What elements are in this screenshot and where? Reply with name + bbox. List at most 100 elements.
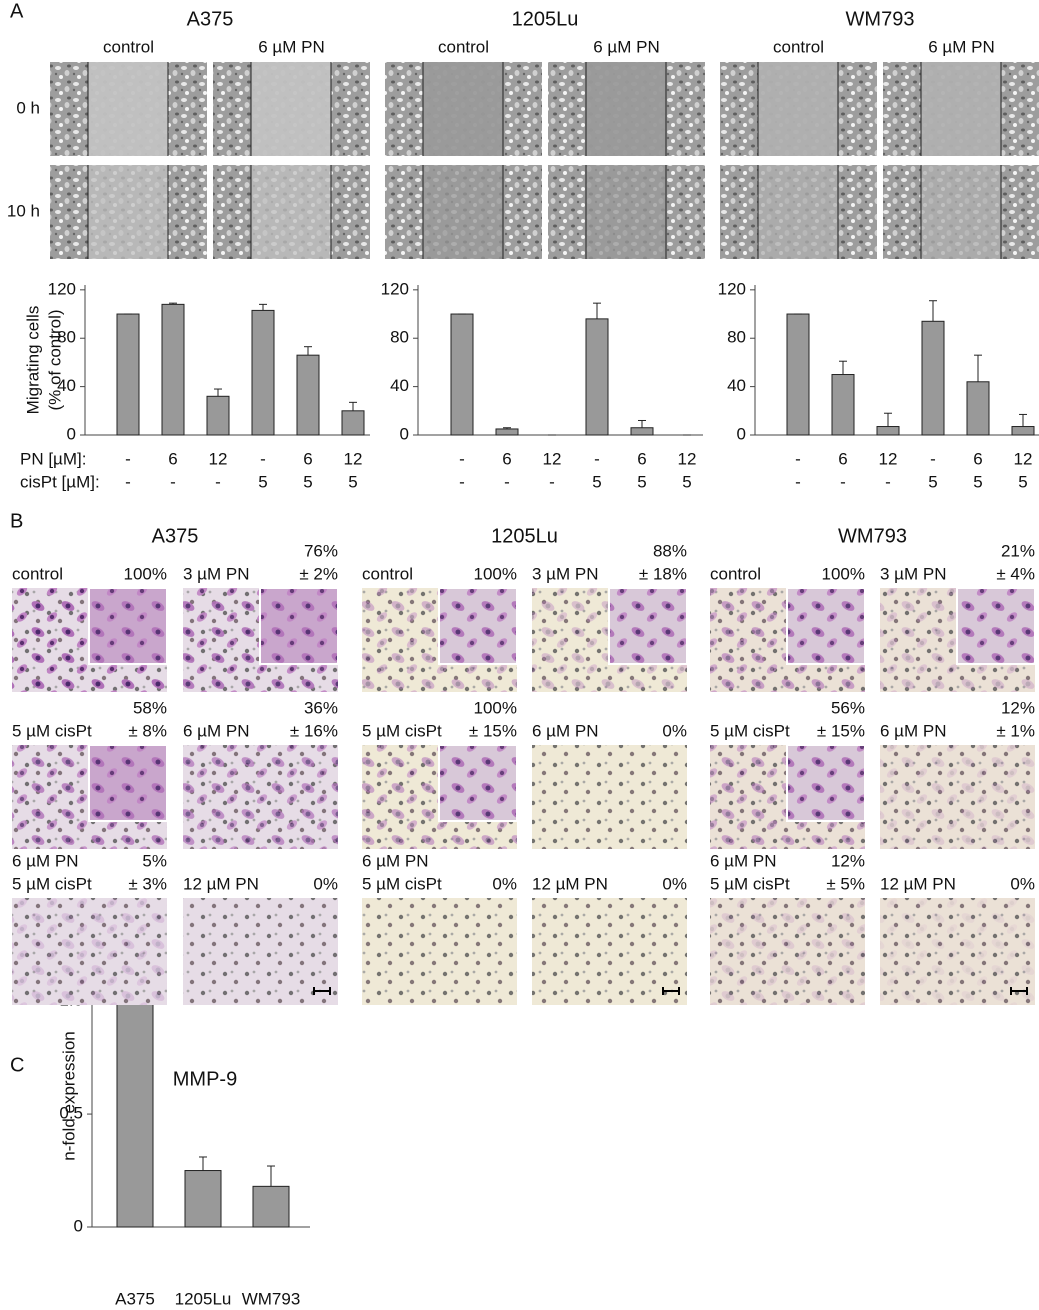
wound-gap: [758, 165, 838, 259]
inset-cells: [440, 746, 516, 820]
percent-label: 0%: [662, 874, 687, 893]
bar: [341, 410, 365, 436]
bar: [161, 303, 185, 436]
x-tick-label: -: [215, 472, 221, 491]
percent-label: 0%: [662, 721, 687, 740]
pores: [532, 745, 687, 849]
x-tick-label: 12: [209, 449, 228, 468]
condition-label: control: [438, 37, 489, 56]
error-bar: [638, 419, 646, 428]
y-tick-label: 120: [718, 279, 746, 298]
x-tick-label: 6: [303, 449, 312, 468]
error-bar: [839, 360, 847, 375]
percent-label: 76%: [304, 541, 338, 560]
y-tick-label: 80: [57, 328, 76, 347]
percent-label: 56%: [831, 698, 865, 717]
condition-label: 12 µM PN: [183, 874, 259, 893]
x-tick-label: 5: [592, 472, 601, 491]
cell-line-title: A375: [152, 525, 199, 547]
condition-label: control: [710, 564, 761, 583]
condition-label: 6 µM PN: [12, 851, 78, 870]
x-tick-label: 5: [303, 472, 312, 491]
condition-label: 6 µM PN: [880, 721, 946, 740]
percent-label: ± 4%: [996, 564, 1035, 583]
x-tick-label: 5: [973, 472, 982, 491]
x-tick-label: -: [795, 449, 801, 468]
wound-gap: [586, 62, 666, 156]
error-bar: [929, 300, 937, 322]
y-tick-label: 120: [48, 279, 76, 298]
condition-label: control: [362, 564, 413, 583]
condition-label: 6 µM PN: [928, 37, 994, 56]
percent-label: 0%: [1010, 874, 1035, 893]
percent-label: ± 3%: [128, 874, 167, 893]
bar: [116, 1000, 154, 1228]
percent-label: 5%: [142, 851, 167, 870]
error-bar: [884, 412, 892, 427]
wound-gap: [921, 62, 1001, 156]
x-tick-label: WM793: [242, 1289, 301, 1308]
x-tick-label: -: [795, 472, 801, 491]
bar: [876, 426, 900, 436]
y-axis-label: (% of control): [45, 309, 64, 410]
x-tick-label: 5: [348, 472, 357, 491]
percent-label: ± 15%: [469, 721, 517, 740]
error-bar: [169, 302, 177, 305]
pores: [183, 898, 338, 1005]
percent-label: ± 2%: [299, 564, 338, 583]
inset-cells: [788, 589, 864, 663]
scale-bar: [313, 987, 331, 995]
x-tick-label: -: [170, 472, 176, 491]
percent-label: 12%: [831, 851, 865, 870]
x-tick-label: 6: [637, 449, 646, 468]
wound-gap: [88, 165, 168, 259]
error-bar: [259, 303, 267, 311]
panel-label: C: [10, 1054, 24, 1076]
x-tick-label: A375: [115, 1289, 155, 1308]
y-tick-label: 0: [67, 424, 76, 443]
percent-label: 100%: [474, 698, 517, 717]
y-tick-label: 40: [390, 376, 409, 395]
percent-label: ± 5%: [826, 874, 865, 893]
cell-line-title: WM793: [846, 8, 915, 30]
y-tick-label: 80: [390, 328, 409, 347]
error-bar: [199, 1156, 207, 1171]
condition-label: 6 µM PN: [710, 851, 776, 870]
wound-gap: [251, 165, 331, 259]
percent-label: ± 8%: [128, 721, 167, 740]
stained-cells: [880, 745, 1035, 849]
panel-label: B: [10, 510, 23, 532]
time-label: 0 h: [16, 98, 40, 117]
bar: [116, 313, 140, 436]
condition-label: 12 µM PN: [532, 874, 608, 893]
y-axis-label: Migrating cells: [23, 306, 42, 415]
y-axis-label: n-fold expression: [59, 1031, 78, 1160]
x-tick-label: 6: [838, 449, 847, 468]
x-tick-label: 12: [879, 449, 898, 468]
wound-gap: [251, 62, 331, 156]
inset-cells: [90, 589, 166, 663]
condition-label: 5 µM cisPt: [362, 721, 442, 740]
percent-label: ± 18%: [639, 564, 687, 583]
condition-label: 12 µM PN: [880, 874, 956, 893]
y-tick-label: 0: [737, 424, 746, 443]
x-tick-label: -: [930, 449, 936, 468]
x-tick-label: 12: [344, 449, 363, 468]
condition-label: 5 µM cisPt: [710, 721, 790, 740]
condition-label: 5 µM cisPt: [12, 721, 92, 740]
condition-label: 6 µM PN: [362, 851, 428, 870]
percent-label: 100%: [124, 564, 167, 583]
wound-gap: [423, 165, 503, 259]
error-bar: [503, 427, 511, 429]
bar: [252, 1185, 290, 1228]
x-tick-label: -: [840, 472, 846, 491]
x-tick-label: -: [504, 472, 510, 491]
x-tick-label: 5: [637, 472, 646, 491]
y-tick-label: 40: [727, 376, 746, 395]
x-tick-label: -: [125, 449, 131, 468]
bar: [831, 374, 855, 436]
condition-label: 3 µM PN: [183, 564, 249, 583]
condition-label: control: [103, 37, 154, 56]
chart-title: MMP-9: [173, 1068, 237, 1090]
